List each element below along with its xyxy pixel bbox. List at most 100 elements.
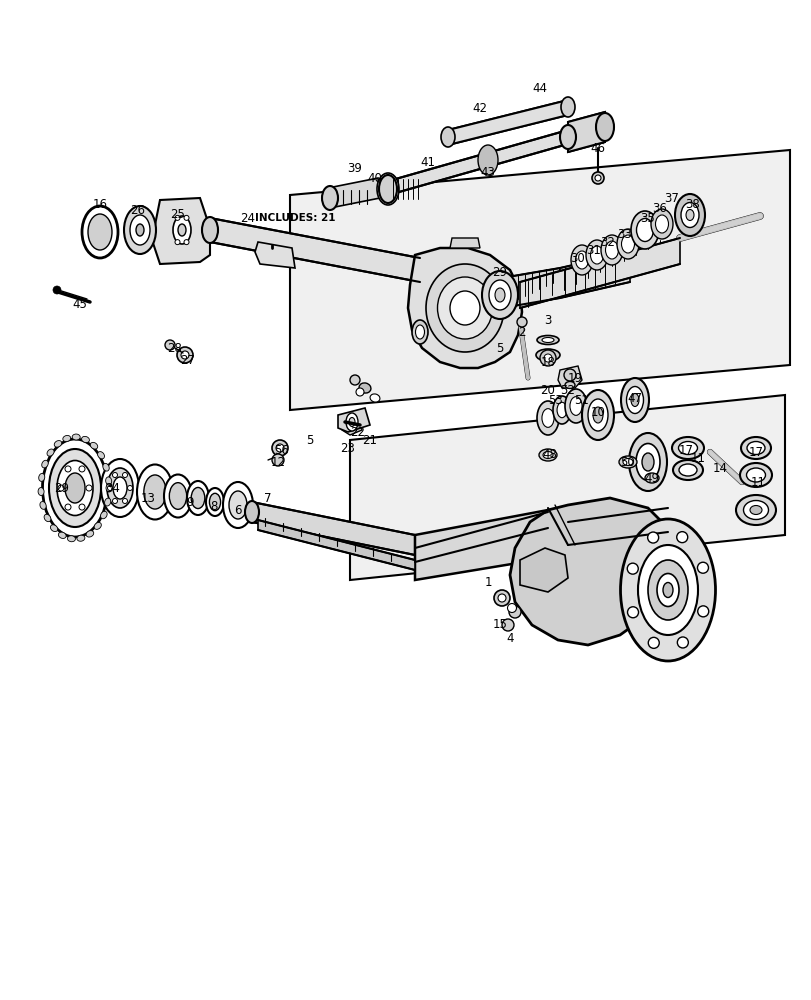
Text: 17: 17 — [748, 446, 762, 458]
Ellipse shape — [735, 495, 775, 525]
Circle shape — [65, 466, 71, 472]
Circle shape — [350, 375, 359, 385]
Text: 16: 16 — [92, 198, 107, 212]
Text: 2: 2 — [517, 326, 525, 338]
Polygon shape — [489, 268, 560, 310]
Ellipse shape — [380, 179, 394, 199]
Ellipse shape — [536, 401, 558, 435]
Ellipse shape — [44, 514, 51, 522]
Polygon shape — [407, 248, 521, 368]
Circle shape — [175, 215, 180, 220]
Ellipse shape — [590, 246, 603, 264]
Text: 30: 30 — [570, 251, 585, 264]
Circle shape — [501, 619, 513, 631]
Ellipse shape — [630, 211, 659, 249]
Ellipse shape — [40, 502, 46, 509]
Ellipse shape — [605, 241, 618, 259]
Ellipse shape — [113, 477, 127, 499]
Ellipse shape — [54, 441, 62, 447]
Text: 56: 56 — [274, 444, 289, 456]
Text: 22: 22 — [350, 426, 365, 438]
Text: 5: 5 — [496, 342, 503, 355]
Circle shape — [79, 466, 85, 472]
Circle shape — [517, 317, 526, 327]
Ellipse shape — [449, 291, 479, 325]
Text: 39: 39 — [347, 162, 362, 175]
Text: 38: 38 — [684, 198, 700, 212]
Text: 43: 43 — [480, 166, 495, 179]
Circle shape — [113, 473, 118, 478]
Ellipse shape — [58, 532, 66, 538]
Polygon shape — [568, 112, 604, 152]
Ellipse shape — [173, 216, 191, 244]
Circle shape — [181, 351, 189, 359]
Ellipse shape — [62, 435, 71, 442]
Polygon shape — [290, 150, 789, 410]
Circle shape — [676, 532, 687, 543]
Circle shape — [165, 340, 175, 350]
Text: 12: 12 — [270, 456, 285, 468]
Ellipse shape — [135, 224, 144, 236]
Ellipse shape — [541, 338, 553, 342]
Ellipse shape — [187, 481, 208, 515]
Circle shape — [184, 215, 189, 220]
Ellipse shape — [674, 194, 704, 236]
Text: 41: 41 — [420, 156, 435, 169]
Ellipse shape — [635, 444, 659, 481]
Ellipse shape — [560, 97, 574, 117]
Circle shape — [497, 594, 505, 602]
Circle shape — [493, 590, 509, 606]
Text: 49: 49 — [644, 472, 659, 485]
Ellipse shape — [740, 437, 770, 459]
Circle shape — [676, 637, 688, 648]
Ellipse shape — [595, 113, 613, 141]
Ellipse shape — [107, 468, 133, 508]
Ellipse shape — [50, 525, 58, 532]
Circle shape — [65, 504, 71, 510]
Text: 11: 11 — [749, 476, 765, 488]
Ellipse shape — [440, 127, 454, 147]
Ellipse shape — [685, 210, 693, 221]
Ellipse shape — [488, 280, 510, 310]
Ellipse shape — [77, 535, 85, 541]
Ellipse shape — [90, 442, 97, 449]
Text: 29: 29 — [54, 482, 70, 494]
Text: 51: 51 — [574, 393, 589, 406]
Text: 42: 42 — [472, 102, 487, 115]
Text: 21: 21 — [362, 434, 377, 446]
Circle shape — [539, 350, 556, 366]
Ellipse shape — [229, 491, 247, 519]
Text: 18: 18 — [540, 356, 555, 368]
Ellipse shape — [72, 434, 80, 440]
Ellipse shape — [245, 501, 259, 523]
Ellipse shape — [86, 531, 93, 537]
Ellipse shape — [169, 483, 187, 509]
Text: 4: 4 — [505, 632, 513, 645]
Circle shape — [647, 532, 658, 543]
Circle shape — [508, 606, 521, 618]
Ellipse shape — [586, 240, 607, 270]
Polygon shape — [251, 502, 414, 555]
Ellipse shape — [94, 522, 101, 529]
Text: 26: 26 — [131, 204, 145, 217]
Text: 1: 1 — [483, 576, 491, 588]
Text: 52: 52 — [560, 383, 575, 396]
Circle shape — [564, 369, 575, 381]
Ellipse shape — [622, 458, 633, 466]
Ellipse shape — [39, 473, 45, 481]
Text: 19: 19 — [567, 371, 581, 384]
Circle shape — [122, 473, 127, 478]
Ellipse shape — [644, 473, 659, 483]
Ellipse shape — [678, 442, 697, 454]
Text: 9: 9 — [186, 495, 194, 508]
Ellipse shape — [206, 488, 224, 516]
Ellipse shape — [322, 186, 337, 210]
Ellipse shape — [106, 484, 112, 492]
Circle shape — [626, 563, 637, 574]
Circle shape — [594, 175, 600, 181]
Ellipse shape — [620, 235, 633, 253]
Ellipse shape — [630, 393, 638, 406]
Ellipse shape — [415, 325, 424, 339]
Ellipse shape — [426, 264, 504, 352]
Ellipse shape — [656, 574, 678, 606]
